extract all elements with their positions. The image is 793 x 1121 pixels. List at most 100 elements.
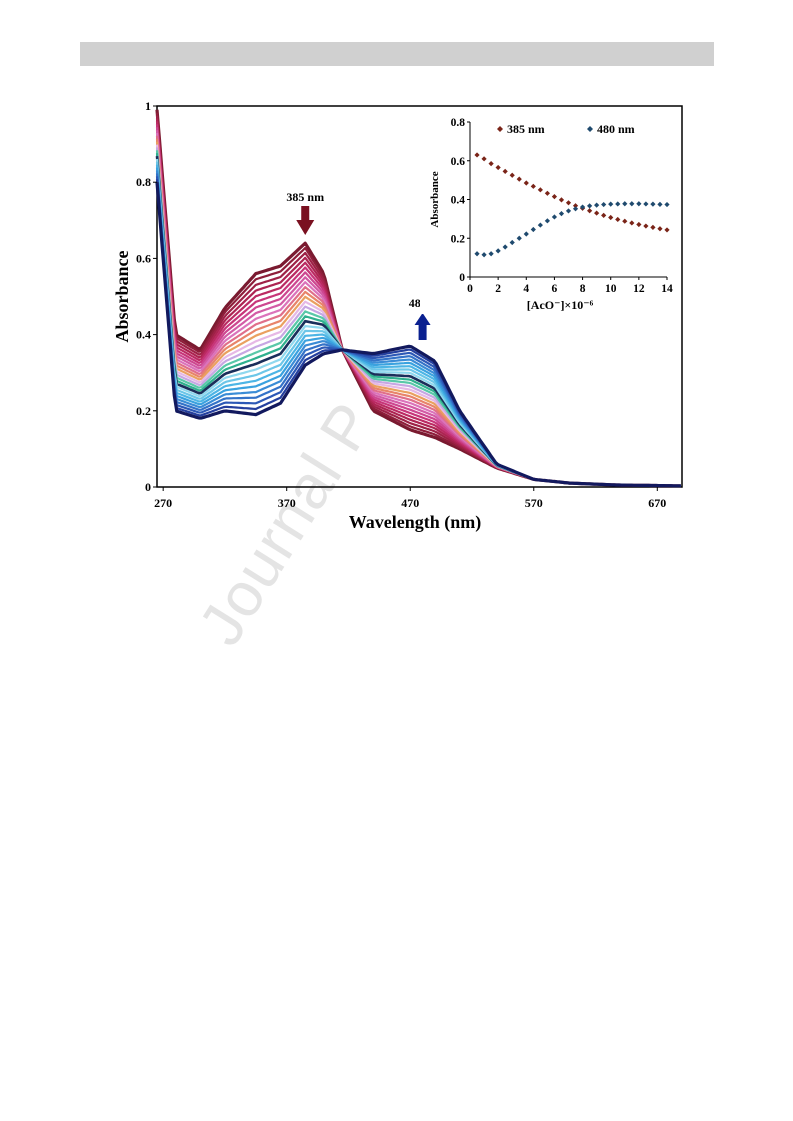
- inset-point-480: [629, 201, 635, 207]
- y-tick-label: 0: [145, 480, 151, 494]
- inset-point-480: [572, 206, 579, 212]
- inset-point-385: [544, 190, 550, 196]
- legend-marker-480: [587, 126, 593, 132]
- inset-point-480: [509, 239, 515, 246]
- inset-point-480: [594, 202, 600, 208]
- inset-x-tick-label: 4: [523, 283, 529, 295]
- spectra-group: [155, 109, 681, 488]
- inset-point-385: [558, 197, 565, 203]
- y-tick-label: 1: [145, 99, 151, 113]
- inset-y-axis-label: Absorbance: [429, 171, 441, 227]
- inset-point-480: [636, 201, 642, 207]
- inset-point-385: [657, 226, 663, 232]
- inset-y-tick-label: 0: [459, 272, 465, 284]
- inset-point-385: [615, 216, 621, 223]
- annotation-label-385: 385 nm: [286, 190, 324, 204]
- inset-point-385: [664, 227, 670, 233]
- inset-point-480: [615, 201, 621, 207]
- inset-point-480: [523, 231, 529, 237]
- inset-point-385: [516, 176, 522, 182]
- inset-points: [474, 152, 670, 258]
- inset-point-480: [495, 248, 501, 254]
- inset-point-385: [601, 212, 607, 218]
- inset-x-tick-label: 8: [580, 283, 586, 295]
- inset-x-axis-label: [AcO⁻]×10⁻⁶: [527, 298, 594, 312]
- inset-point-480: [516, 235, 522, 241]
- inset-point-480: [530, 226, 536, 233]
- inset-point-385: [474, 152, 480, 158]
- inset-x-tick-label: 6: [552, 283, 558, 295]
- x-tick-label: 470: [401, 496, 419, 510]
- inset-point-385: [481, 156, 487, 162]
- inset-point-480: [622, 201, 628, 207]
- inset-point-480: [488, 251, 494, 257]
- inset-point-385: [488, 161, 494, 167]
- inset-legend: 385 nm 480 nm: [497, 122, 635, 136]
- main-plot-frame: [156, 105, 683, 488]
- page-header-bar: [80, 42, 714, 66]
- legend-label-480: 480 nm: [597, 122, 635, 136]
- inset-y-tick-label: 0.4: [451, 195, 466, 207]
- inset-point-385: [565, 200, 572, 206]
- inset-point-385: [502, 168, 508, 175]
- y-tick-label: 0.4: [136, 328, 151, 342]
- arrow-up-icon: [414, 313, 431, 325]
- y-tick-label: 0.2: [136, 404, 151, 418]
- inset-point-385: [608, 214, 614, 221]
- x-tick-label: 370: [278, 496, 296, 510]
- inset-point-385: [643, 223, 649, 229]
- inset-x-tick-label: 0: [467, 283, 473, 295]
- inset-point-385: [537, 187, 543, 193]
- inset-point-385: [551, 193, 558, 200]
- y-tick-label: 0.6: [136, 251, 151, 265]
- inset-point-480: [481, 252, 487, 258]
- inset-point-480: [579, 204, 586, 210]
- inset-point-480: [502, 244, 508, 250]
- inset-point-480: [565, 208, 572, 214]
- inset-point-385: [594, 210, 600, 216]
- inset-point-480: [587, 203, 593, 209]
- inset-point-385: [636, 221, 642, 228]
- arrow-up-shaft: [418, 325, 427, 340]
- inset-y-tick-label: 0.6: [451, 156, 466, 168]
- inset-point-480: [657, 201, 663, 207]
- main-axes: 270 370 470 570 670 0 0.2 0.4 0.6 0.8 1: [136, 99, 666, 510]
- legend-label-385: 385 nm: [507, 122, 545, 136]
- inset-point-385: [523, 180, 529, 186]
- inset-point-385: [650, 224, 656, 230]
- arrow-down-icon: [296, 220, 315, 235]
- inset-point-480: [537, 222, 543, 228]
- inset-x-tick-label: 10: [605, 283, 617, 295]
- inset-chart: 0 2 4 6 8 10 12 14 0 0.2 0.4 0.6 0.8 385 nm 480 nm [A…: [420, 114, 678, 314]
- inset-point-385: [509, 172, 515, 178]
- x-tick-label: 270: [154, 496, 172, 510]
- inset-background: [420, 114, 678, 314]
- inset-point-480: [544, 218, 550, 224]
- inset-point-385: [572, 203, 579, 209]
- inset-point-385: [587, 208, 593, 214]
- inset-point-480: [608, 201, 614, 207]
- legend-marker-385: [497, 126, 503, 132]
- inset-point-480: [558, 211, 565, 217]
- inset-x-tick-label: 2: [495, 283, 501, 295]
- y-tick-label: 0.8: [136, 175, 151, 189]
- inset-x-tick-label: 12: [633, 283, 645, 295]
- inset-axes: 0 2 4 6 8 10 12 14 0 0.2 0.4 0.6 0.8: [451, 117, 673, 295]
- inset-point-480: [551, 214, 558, 220]
- x-tick-label: 570: [525, 496, 543, 510]
- main-chart: 270 370 470 570 670 0 0.2 0.4 0.6 0.8 1 385 nm 480 …: [112, 99, 683, 533]
- main-x-axis-label: Wavelength (nm): [349, 512, 482, 533]
- inset-point-385: [495, 164, 501, 171]
- inset-point-480: [601, 201, 607, 208]
- main-y-axis-label: Absorbance: [112, 250, 132, 342]
- inset-point-480: [650, 201, 656, 207]
- arrow-down-shaft: [301, 206, 310, 220]
- inset-point-385: [530, 183, 536, 189]
- spectrum-line-26: [155, 182, 681, 488]
- inset-point-385: [622, 218, 628, 224]
- inset-y-tick-label: 0.8: [451, 117, 466, 129]
- inset-x-tick-label: 14: [661, 283, 673, 295]
- inset-point-385: [629, 220, 635, 226]
